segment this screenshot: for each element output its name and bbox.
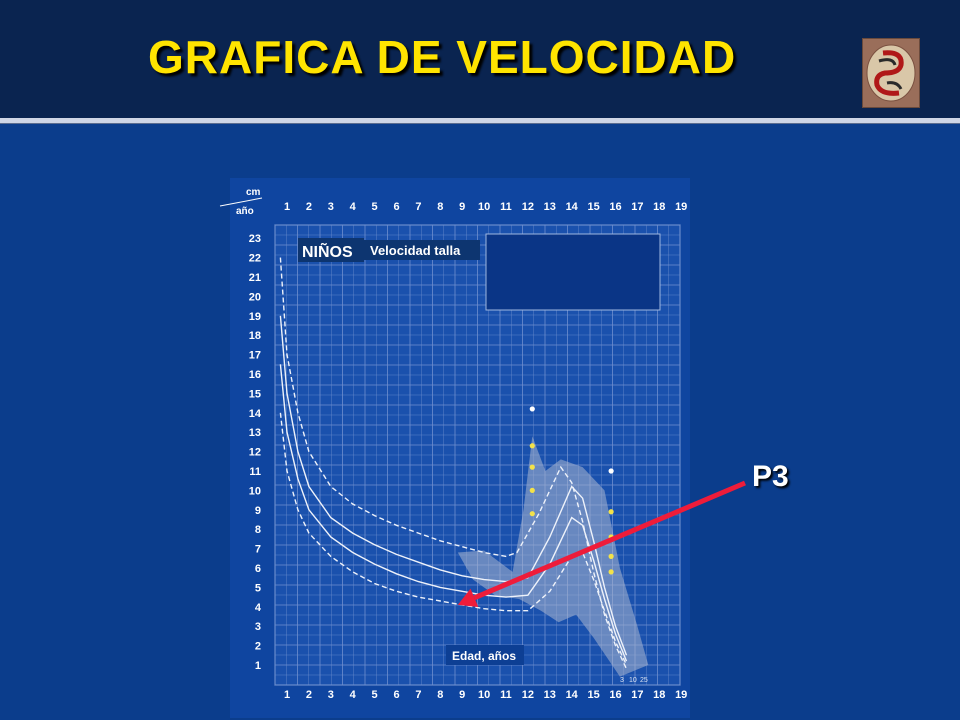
arrow-shaft — [473, 480, 746, 601]
y-tick-label: 14 — [249, 408, 262, 420]
percentile-label: 10 — [629, 677, 637, 684]
y-tick-label: 23 — [249, 233, 261, 245]
peak-marker — [529, 406, 535, 412]
x-tick-label: 6 — [393, 201, 399, 213]
x-tick-label: 7 — [415, 689, 421, 701]
y-tick-label: 13 — [249, 427, 261, 439]
x-tick-label: 10 — [478, 201, 490, 213]
y-tick-label: 10 — [249, 485, 261, 497]
peak-marker — [608, 468, 614, 474]
x-tick-label: 17 — [631, 689, 643, 701]
x-tick-label: 4 — [350, 201, 357, 213]
x-axis-label-box — [446, 645, 524, 665]
x-tick-label: 8 — [437, 201, 443, 213]
panel-label: NIÑOS — [302, 241, 353, 261]
peak-marker — [608, 569, 614, 575]
x-tick-label: 18 — [653, 201, 665, 213]
title-bar — [0, 0, 960, 118]
panel-sublabel: Velocidad talla — [370, 243, 461, 258]
x-tick-label: 16 — [609, 201, 621, 213]
y-tick-label: 15 — [249, 388, 261, 400]
legend-box — [485, 233, 661, 311]
peak-marker — [608, 509, 614, 515]
x-tick-label: 16 — [609, 689, 621, 701]
x-tick-label: 12 — [522, 201, 534, 213]
x-tick-label: 19 — [675, 689, 687, 701]
peak-marker — [529, 464, 535, 470]
x-tick-label: 1 — [284, 689, 290, 701]
x-tick-label: 3 — [328, 201, 334, 213]
percentile-labels: 3 10 25 — [620, 677, 648, 684]
header-divider — [0, 118, 960, 124]
y-tick-label: 8 — [255, 524, 261, 536]
x-tick-label: 6 — [393, 689, 399, 701]
x-tick-label: 18 — [653, 689, 665, 701]
x-tick-label: 10 — [478, 689, 490, 701]
y-tick-label: 16 — [249, 369, 261, 381]
pointer-label: P3 — [752, 460, 789, 493]
peak-marker — [529, 443, 535, 449]
x-tick-label: 13 — [544, 201, 556, 213]
unit-divider — [219, 197, 263, 207]
panel-sublabel-box — [364, 240, 480, 260]
y-tick-label: 4 — [255, 602, 262, 614]
percentile-label: 25 — [640, 677, 648, 684]
y-tick-label: 20 — [249, 291, 261, 303]
x-tick-label: 15 — [587, 201, 599, 213]
x-tick-label: 13 — [544, 689, 556, 701]
x-tick-label: 11 — [500, 201, 512, 213]
y-tick-label: 7 — [255, 544, 261, 556]
y-tick-label: 22 — [249, 253, 261, 265]
y-tick-label: 17 — [249, 350, 261, 362]
x-tick-label: 2 — [306, 201, 312, 213]
x-tick-label: 15 — [587, 689, 599, 701]
logo-icon — [862, 38, 920, 108]
x-tick-label: 19 — [675, 201, 687, 213]
x-unit-label: año — [236, 206, 254, 217]
x-tick-label: 2 — [306, 689, 312, 701]
x-tick-label: 7 — [415, 201, 421, 213]
x-tick-label: 14 — [566, 689, 579, 701]
x-tick-label: 8 — [437, 689, 443, 701]
series-line — [279, 315, 628, 656]
x-tick-label: 9 — [459, 689, 465, 701]
x-tick-label: 11 — [500, 689, 512, 701]
y-tick-label: 6 — [255, 563, 261, 575]
x-ticks-top: 1 2 3 4 5 6 7 8 9 10 11 12 13 14 15 16 17 18 19 — [284, 201, 687, 213]
page-title: GRAFICA DE VELOCIDAD — [148, 31, 737, 83]
peak-marker — [529, 487, 535, 493]
x-tick-label: 12 — [522, 689, 534, 701]
y-tick-label: 11 — [249, 466, 261, 478]
x-ticks-bottom: 1 2 3 4 5 6 7 8 9 10 11 12 13 14 15 16 17 18 19 — [284, 689, 687, 701]
y-tick-label: 18 — [249, 330, 261, 342]
x-tick-label: 4 — [350, 689, 357, 701]
y-tick-label: 19 — [249, 311, 261, 323]
x-tick-label: 14 — [566, 201, 579, 213]
percentile-label: 3 — [620, 677, 624, 684]
x-tick-label: 17 — [631, 201, 643, 213]
y-tick-label: 5 — [255, 582, 261, 594]
y-tick-label: 12 — [249, 447, 261, 459]
y-tick-label: 9 — [255, 505, 261, 517]
y-unit-label: cm — [246, 187, 261, 198]
x-tick-label: 5 — [372, 689, 378, 701]
x-tick-label: 1 — [284, 201, 290, 213]
y-tick-label: 2 — [255, 641, 261, 653]
series-line — [279, 257, 628, 670]
pointer-arrow — [457, 480, 746, 607]
arrow-head — [457, 588, 479, 607]
peak-marker — [529, 511, 535, 517]
x-tick-label: 3 — [328, 689, 334, 701]
x-tick-label: 9 — [459, 201, 465, 213]
x-tick-label: 5 — [372, 201, 378, 213]
y-tick-label: 21 — [249, 272, 261, 284]
y-tick-label: 3 — [255, 621, 261, 633]
peak-marker — [608, 553, 614, 559]
x-axis-label: Edad, años — [452, 649, 516, 663]
panel-label-box — [298, 238, 364, 262]
y-tick-label: 1 — [255, 660, 261, 672]
